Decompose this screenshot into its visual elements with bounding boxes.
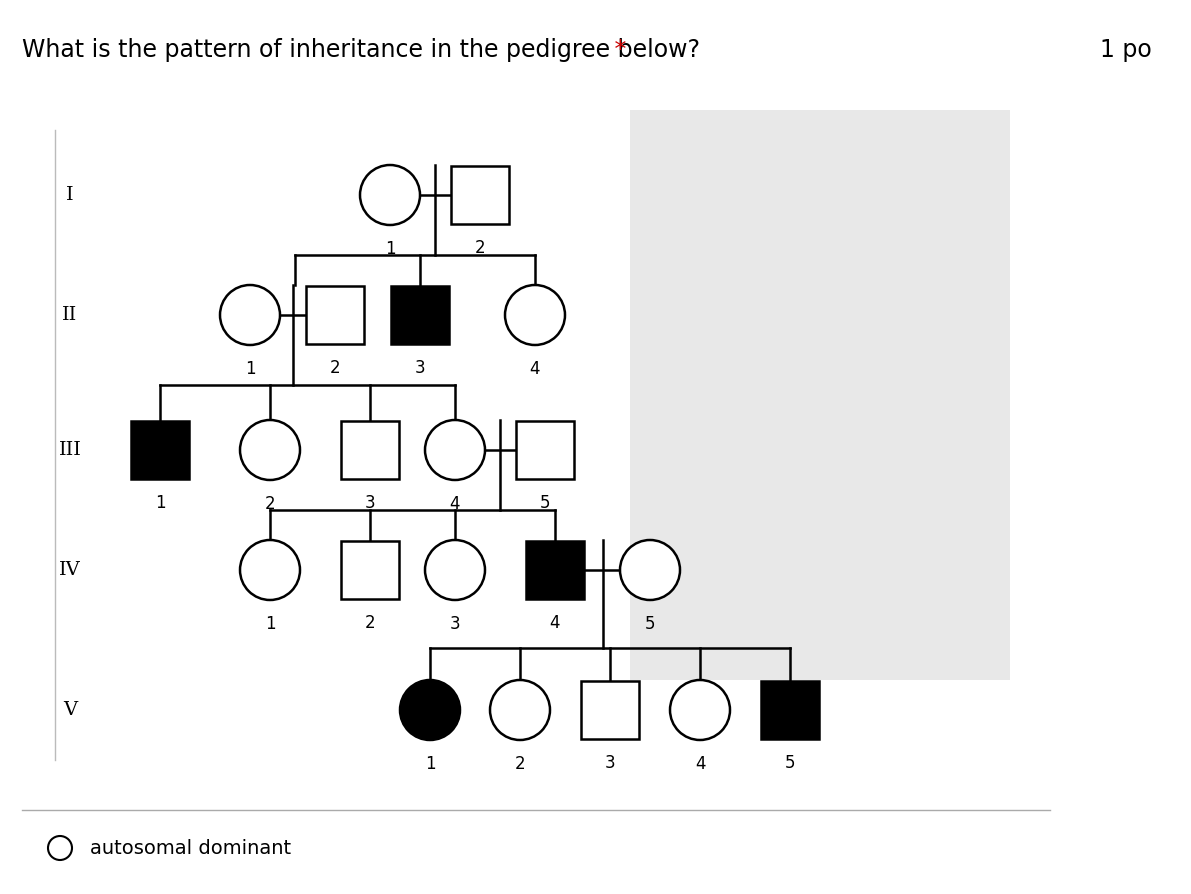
Text: 4: 4	[530, 360, 541, 378]
Text: 1 po: 1 po	[1100, 38, 1152, 62]
Text: 4: 4	[450, 495, 460, 513]
Text: 3: 3	[605, 754, 616, 772]
Circle shape	[490, 680, 550, 740]
Text: autosomal dominant: autosomal dominant	[91, 839, 291, 857]
Bar	[391, 286, 449, 344]
Bar	[630, 490, 760, 620]
Text: What is the pattern of inheritance in the pedigree below?: What is the pattern of inheritance in th…	[21, 38, 700, 62]
Text: 5: 5	[540, 494, 550, 512]
Circle shape	[220, 285, 280, 345]
Text: 4: 4	[694, 755, 705, 773]
Circle shape	[425, 540, 485, 600]
Bar	[526, 541, 584, 599]
Bar	[451, 166, 509, 224]
Text: 2: 2	[330, 359, 341, 377]
Text: 2: 2	[264, 495, 275, 513]
Text: 1: 1	[264, 615, 275, 633]
Bar	[581, 681, 640, 739]
Text: 3: 3	[450, 615, 460, 633]
Text: 5: 5	[785, 754, 796, 772]
Bar	[516, 421, 574, 479]
Circle shape	[241, 540, 300, 600]
Circle shape	[505, 285, 565, 345]
Text: 3: 3	[364, 494, 375, 512]
Circle shape	[671, 680, 730, 740]
Text: 1: 1	[244, 360, 255, 378]
Text: II: II	[62, 306, 77, 324]
Circle shape	[241, 420, 300, 480]
Circle shape	[621, 540, 680, 600]
Bar	[761, 681, 819, 739]
Text: *: *	[607, 38, 626, 62]
Bar	[306, 286, 364, 344]
Bar	[630, 110, 1010, 680]
Circle shape	[425, 420, 485, 480]
Text: 1: 1	[155, 494, 166, 512]
Circle shape	[48, 836, 71, 860]
Text: IV: IV	[60, 561, 81, 579]
Text: V: V	[63, 701, 77, 719]
Text: 2: 2	[475, 239, 485, 257]
Bar	[341, 541, 399, 599]
Text: 5: 5	[644, 615, 655, 633]
Text: 4: 4	[550, 614, 560, 632]
Circle shape	[360, 165, 420, 225]
Circle shape	[400, 680, 460, 740]
Text: III: III	[58, 441, 81, 459]
Text: I: I	[67, 186, 74, 204]
Text: 2: 2	[364, 614, 375, 632]
Text: 1: 1	[425, 755, 436, 773]
Text: 1: 1	[385, 240, 395, 258]
Bar	[341, 421, 399, 479]
Bar	[131, 421, 189, 479]
Text: 3: 3	[414, 359, 425, 377]
Text: 2: 2	[515, 755, 525, 773]
